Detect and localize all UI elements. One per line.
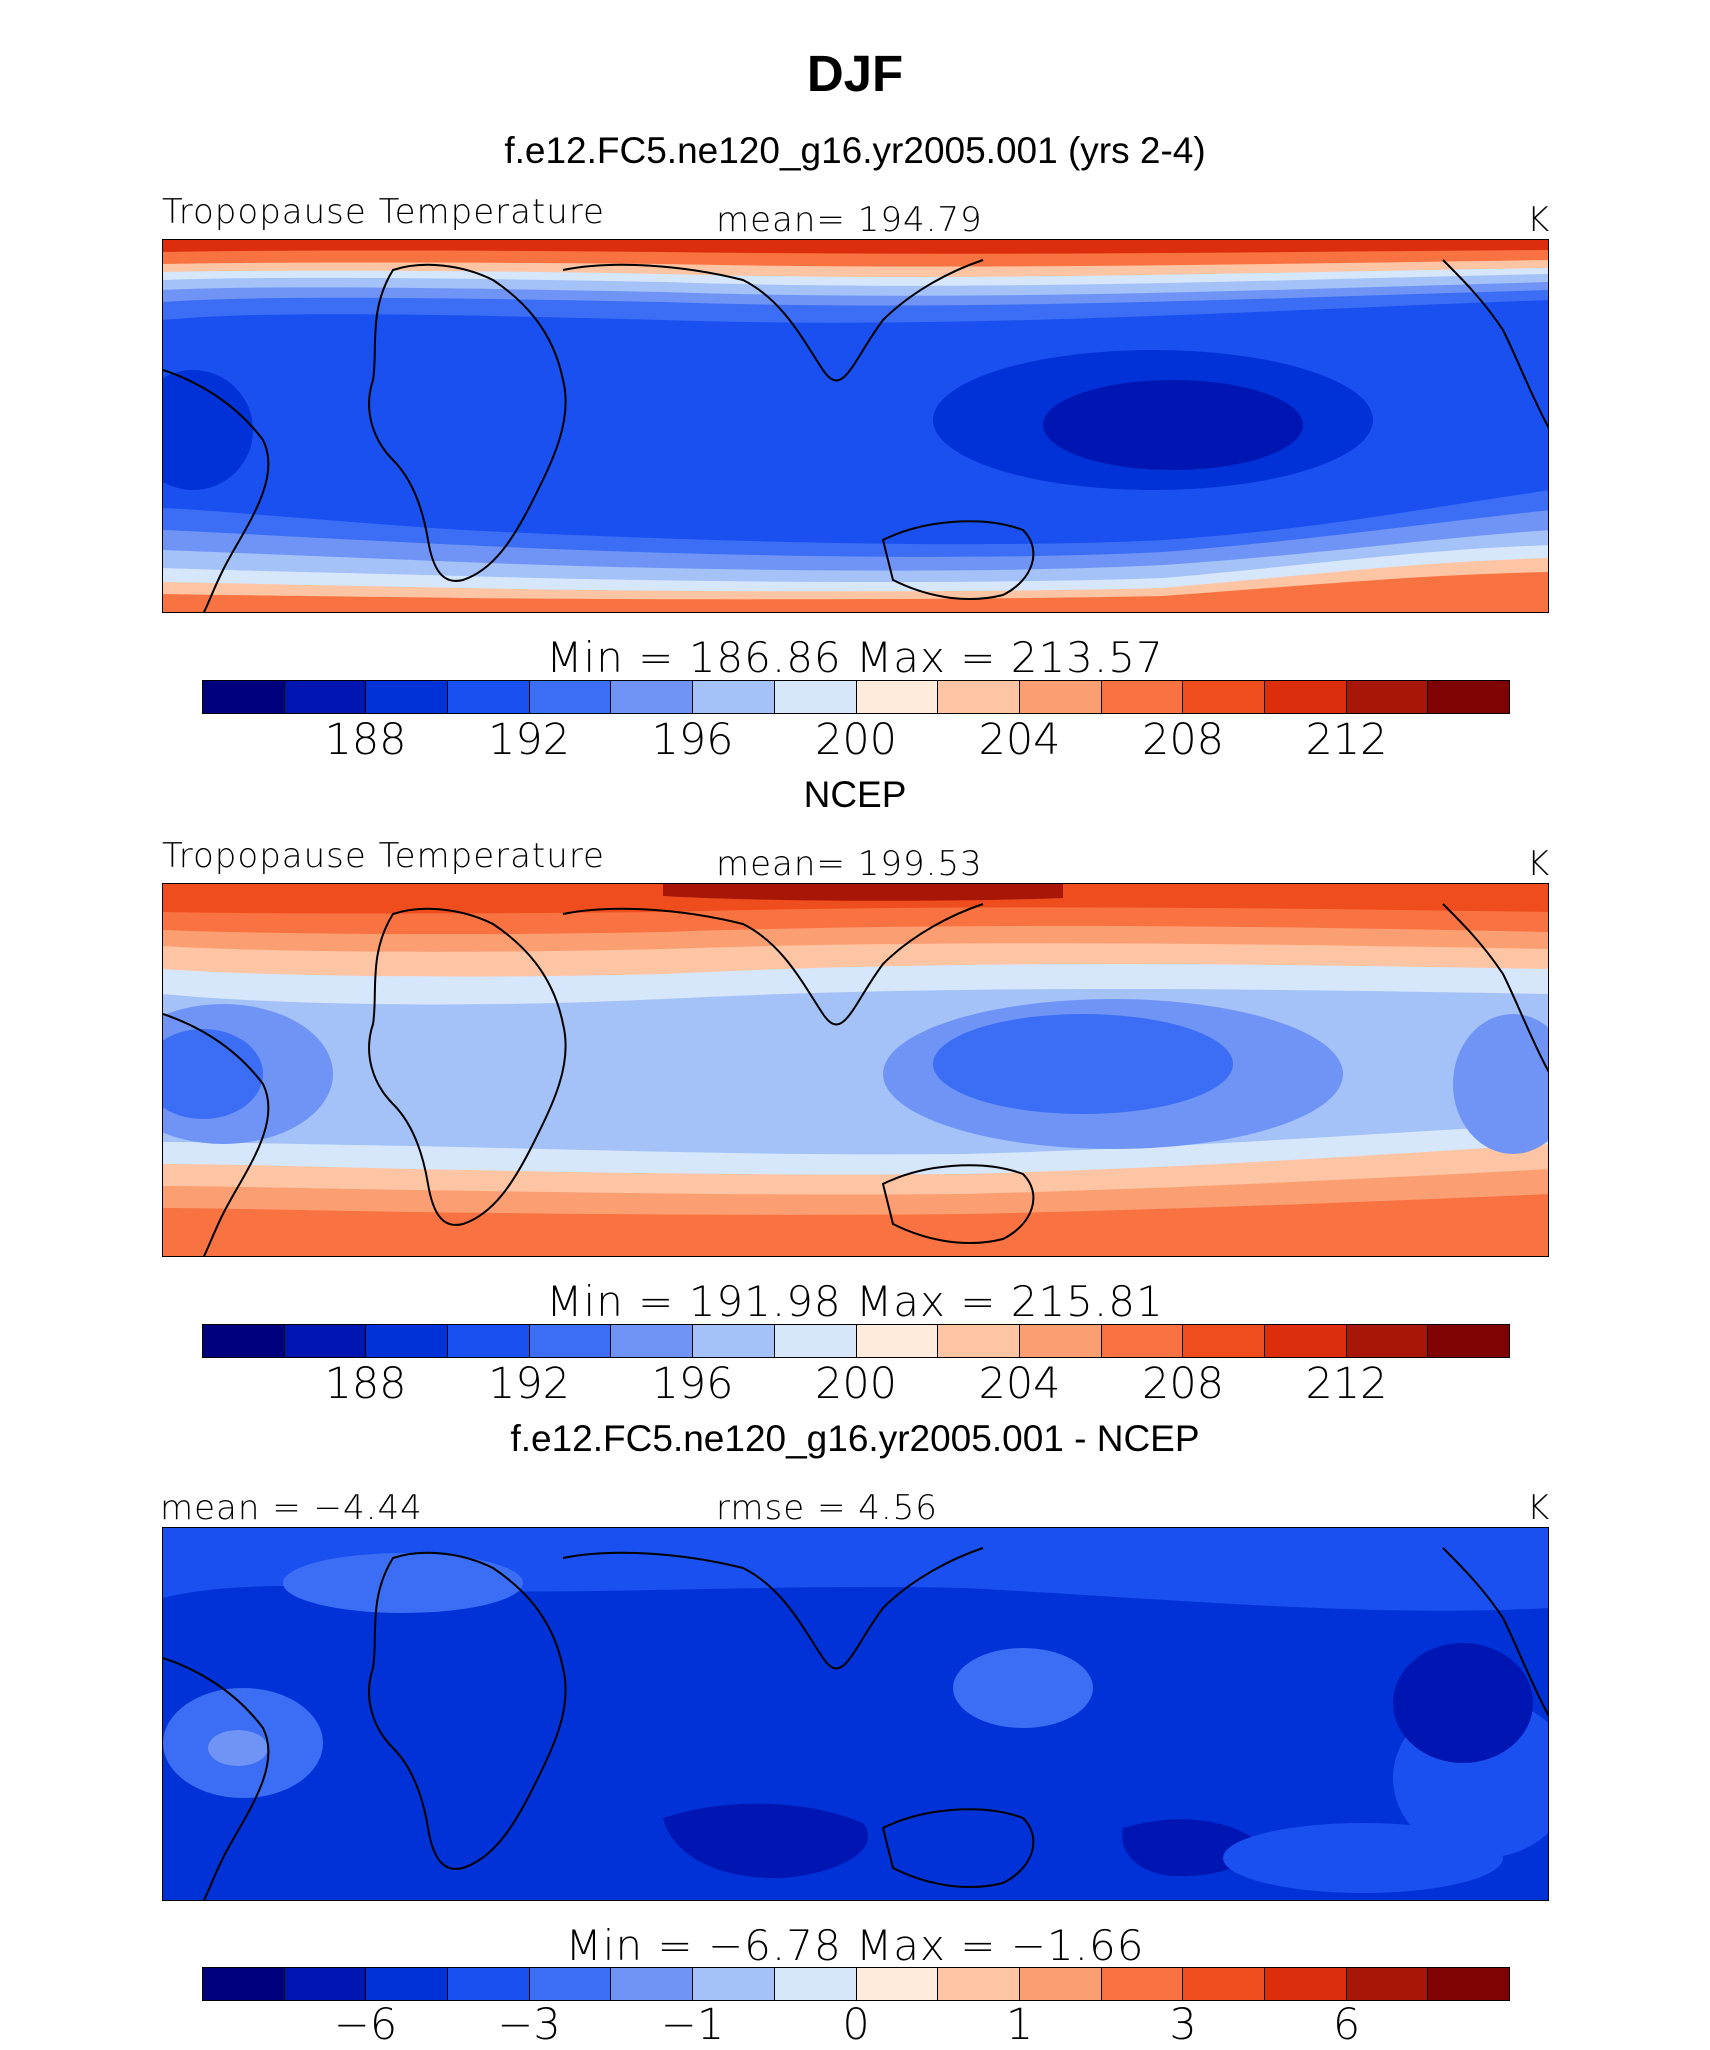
colorbar-swatch bbox=[284, 681, 367, 713]
units-label: K bbox=[1527, 200, 1551, 240]
colorbar-swatch bbox=[693, 1325, 775, 1357]
panel-header: f.e12.FC5.ne120_g16.yr2005.001 - NCEP bbox=[510, 1418, 1200, 1459]
colorbar-swatch bbox=[366, 1325, 449, 1357]
map-obs bbox=[162, 883, 1549, 1257]
colorbar-swatch bbox=[448, 1325, 530, 1357]
colorbar-tick-label: 1 bbox=[1005, 2000, 1034, 2050]
colorbar-swatch bbox=[1183, 681, 1265, 713]
colorbar-swatch bbox=[611, 681, 694, 713]
colorbar-tick-label: 188 bbox=[324, 1359, 407, 1409]
colorbar-swatch bbox=[529, 681, 612, 713]
colorbar-tick-label: 0 bbox=[842, 2000, 870, 2050]
minmax-label: Min = −6.78 Max = −1.66 bbox=[565, 1921, 1145, 1970]
colorbar-swatch bbox=[1183, 1968, 1265, 2000]
contour-map bbox=[163, 884, 1548, 1256]
mean-label: mean= 194.79 bbox=[716, 200, 983, 240]
colorbar-swatch bbox=[1428, 681, 1509, 713]
colorbar-tick-label: 188 bbox=[324, 715, 407, 765]
colorbar-swatch bbox=[529, 1325, 612, 1357]
colorbar-tick-label: 192 bbox=[487, 715, 571, 765]
colorbar-swatch bbox=[938, 1968, 1020, 2000]
colorbar-swatch bbox=[448, 681, 530, 713]
colorbar-tick-label: 3 bbox=[1169, 2000, 1197, 2050]
contour-map bbox=[163, 240, 1548, 612]
minmax-label: Min = 186.86 Max = 213.57 bbox=[546, 633, 1164, 682]
colorbar-tick-label: 6 bbox=[1332, 2000, 1361, 2050]
colorbar-swatch bbox=[1428, 1968, 1509, 2000]
colorbar-swatch bbox=[1264, 681, 1347, 713]
colorbar-tick-label: 208 bbox=[1141, 715, 1225, 765]
colorbar-swatch bbox=[938, 681, 1020, 713]
colorbar-swatch bbox=[366, 681, 449, 713]
colorbar-swatch bbox=[1101, 1968, 1184, 2000]
units-label: K bbox=[1527, 1488, 1551, 1528]
panel-header: f.e12.FC5.ne120_g16.yr2005.001 (yrs 2-4) bbox=[504, 130, 1206, 171]
colorbar-swatch bbox=[856, 1325, 939, 1357]
colorbar-swatch bbox=[1346, 1325, 1429, 1357]
colorbar-swatch bbox=[611, 1968, 694, 2000]
colorbar-tick-label: 196 bbox=[651, 1359, 734, 1409]
colorbar-tick-label: 192 bbox=[487, 1359, 571, 1409]
colorbar-swatch bbox=[203, 1325, 285, 1357]
colorbar-swatch bbox=[1019, 681, 1102, 713]
colorbar-tick-label: 204 bbox=[978, 1359, 1061, 1409]
contour-map bbox=[163, 1528, 1548, 1900]
colorbar-swatch bbox=[611, 1325, 694, 1357]
colorbar-swatch bbox=[1019, 1968, 1102, 2000]
colorbar-tick-label: 212 bbox=[1305, 1359, 1388, 1409]
mean-label: mean = −4.44 bbox=[160, 1488, 423, 1528]
colorbar bbox=[202, 1967, 1510, 2001]
colorbar-swatch bbox=[1346, 1968, 1429, 2000]
colorbar-tick-label: −3 bbox=[497, 2000, 561, 2050]
minmax-label: Min = 191.98 Max = 215.81 bbox=[546, 1277, 1164, 1326]
colorbar-swatch bbox=[774, 681, 857, 713]
colorbar bbox=[202, 1324, 1510, 1358]
colorbar-swatch bbox=[1101, 681, 1184, 713]
colorbar-tick-label: 208 bbox=[1141, 1359, 1225, 1409]
colorbar-swatch bbox=[938, 1325, 1020, 1357]
colorbar-tick-label: 200 bbox=[814, 715, 898, 765]
colorbar-swatch bbox=[203, 681, 285, 713]
rmse-label: rmse = 4.56 bbox=[716, 1488, 938, 1528]
colorbar-swatch bbox=[774, 1968, 857, 2000]
colorbar-tick-label: −6 bbox=[333, 2000, 398, 2050]
colorbar-swatch bbox=[1019, 1325, 1102, 1357]
colorbar-swatch bbox=[284, 1968, 367, 2000]
colorbar-tick-label: 212 bbox=[1305, 715, 1388, 765]
colorbar-swatch bbox=[1101, 1325, 1184, 1357]
colorbar-tick-label: −1 bbox=[660, 2000, 725, 2050]
mean-label: mean= 199.53 bbox=[716, 844, 983, 884]
colorbar-swatch bbox=[1264, 1968, 1347, 2000]
colorbar-swatch bbox=[1428, 1325, 1509, 1357]
colorbar-swatch bbox=[1346, 681, 1429, 713]
panel-header: NCEP bbox=[803, 774, 907, 815]
colorbar-swatch bbox=[529, 1968, 612, 2000]
colorbar-tick-label: 196 bbox=[651, 715, 734, 765]
variable-label: Tropopause Temperature bbox=[162, 836, 605, 876]
colorbar-swatch bbox=[774, 1325, 857, 1357]
colorbar-swatch bbox=[1264, 1325, 1347, 1357]
colorbar-swatch bbox=[693, 681, 775, 713]
colorbar-swatch bbox=[366, 1968, 449, 2000]
units-label: K bbox=[1527, 844, 1551, 884]
colorbar-swatch bbox=[203, 1968, 285, 2000]
colorbar-tick-label: 200 bbox=[814, 1359, 898, 1409]
map-model bbox=[162, 239, 1549, 613]
colorbar bbox=[202, 680, 1510, 714]
map-diff bbox=[162, 1527, 1549, 1901]
colorbar-swatch bbox=[856, 681, 939, 713]
variable-label: Tropopause Temperature bbox=[162, 192, 605, 232]
colorbar-swatch bbox=[284, 1325, 367, 1357]
colorbar-swatch bbox=[693, 1968, 775, 2000]
colorbar-swatch bbox=[448, 1968, 530, 2000]
colorbar-swatch bbox=[856, 1968, 939, 2000]
colorbar-tick-label: 204 bbox=[978, 715, 1061, 765]
colorbar-swatch bbox=[1183, 1325, 1265, 1357]
page-title: DJF bbox=[806, 45, 904, 102]
